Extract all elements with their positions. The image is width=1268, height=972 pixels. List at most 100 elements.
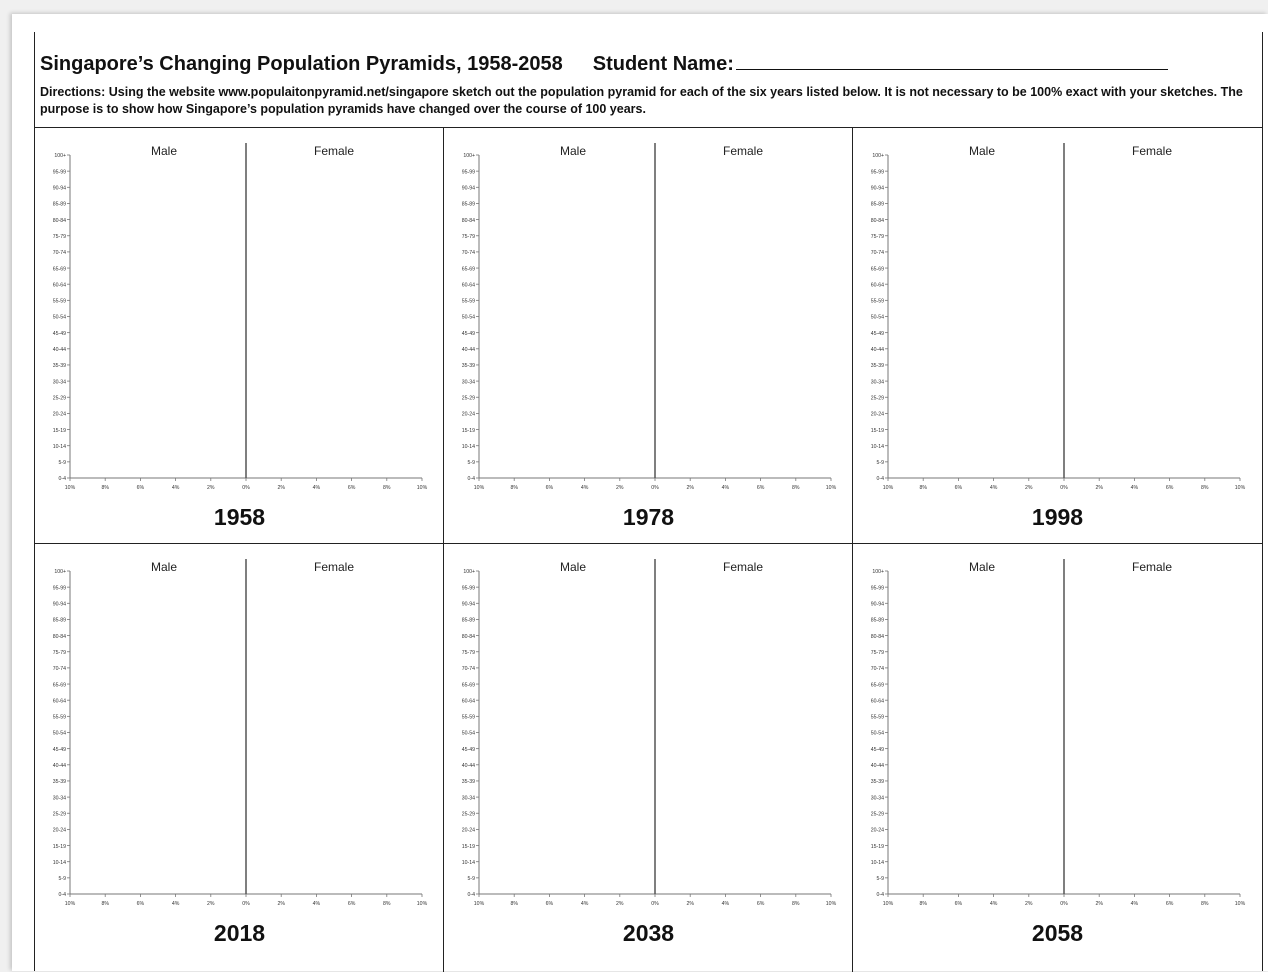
age-group-label: 40-44 [53,347,66,353]
male-label: Male [151,144,177,158]
age-group-label: 25-29 [53,395,66,401]
age-group-label: 65-69 [53,682,66,688]
age-group-label: 60-64 [871,282,884,288]
x-tick-label: 6% [955,901,963,907]
x-tick-label: 8% [101,485,109,491]
age-group-label: 10-14 [462,444,475,450]
age-group-label: 10-14 [871,860,884,866]
age-group-label: 35-39 [871,363,884,369]
male-label: Male [969,144,995,158]
age-group-label: 80-84 [462,634,475,640]
directions-text: Directions: Using the website www.popula… [40,85,1243,116]
age-group-label: 75-79 [871,650,884,656]
age-group-label: 40-44 [462,763,475,769]
age-group-label: 30-34 [462,795,475,801]
age-group-label: 70-74 [871,250,884,256]
x-tick-label: 10% [65,485,76,491]
age-group-label: 75-79 [871,234,884,240]
age-group-label: 95-99 [53,585,66,591]
pyramid-panel: 100+ 95-99 90-94 85-89 80-84 75-79 70-74 65-69 6… [444,128,853,544]
x-tick-label: 6% [1166,901,1174,907]
x-tick-label: 2% [616,485,624,491]
worksheet-page: Singapore’s Changing Population Pyramids… [12,14,1268,972]
x-tick-label: 4% [172,485,180,491]
x-tick-label: 8% [792,485,800,491]
x-tick-label: 10% [1235,901,1246,907]
age-group-label: 50-54 [462,731,475,737]
age-group-label: 45-49 [462,747,475,753]
male-label: Male [969,560,995,574]
age-group-label: 15-19 [871,844,884,850]
x-tick-label: 8% [792,901,800,907]
age-group-label: 0-4 [877,476,885,482]
male-label: Male [151,560,177,574]
female-label: Female [723,560,763,574]
age-group-label: 15-19 [53,428,66,434]
age-group-label: 55-59 [871,299,884,305]
age-group-label: 30-34 [53,379,66,385]
x-tick-label: 4% [581,485,589,491]
age-group-label: 25-29 [871,395,884,401]
age-group-label: 20-24 [871,412,884,418]
x-tick-label: 10% [474,901,485,907]
age-group-label: 5-9 [468,876,476,882]
age-group-label: 45-49 [53,331,66,337]
x-tick-label: 2% [1025,485,1033,491]
age-group-label: 65-69 [871,266,884,272]
age-group-label: 70-74 [462,666,475,672]
age-group-label: 45-49 [871,747,884,753]
age-group-label: 85-89 [462,202,475,208]
x-tick-label: 2% [1095,485,1103,491]
age-group-label: 5-9 [877,460,885,466]
x-tick-label: 4% [722,485,730,491]
age-group-label: 95-99 [871,585,884,591]
age-group-label: 95-99 [53,169,66,175]
age-group-label: 80-84 [53,634,66,640]
x-tick-label: 6% [757,901,765,907]
age-group-label: 30-34 [462,379,475,385]
age-group-label: 5-9 [59,876,67,882]
age-group-label: 20-24 [871,828,884,834]
x-tick-label: 10% [417,485,428,491]
age-group-label: 25-29 [871,811,884,817]
x-tick-label: 8% [101,901,109,907]
age-group-label: 50-54 [871,731,884,737]
x-tick-label: 6% [1166,485,1174,491]
age-group-label: 75-79 [462,650,475,656]
age-group-label: 100+ [872,153,884,159]
pyramid-grid: 100+ 95-99 90-94 85-89 80-84 75-79 70-74 65-69 6… [35,127,1262,972]
age-group-label: 35-39 [462,779,475,785]
pyramid-panel: 100+ 95-99 90-94 85-89 80-84 75-79 70-74 65-69 6… [35,128,444,544]
age-group-label: 5-9 [468,460,476,466]
x-tick-label: 4% [313,485,321,491]
year-label: 1958 [213,504,266,530]
x-tick-label: 6% [137,485,145,491]
year-label: 1998 [1031,504,1084,530]
age-group-label: 25-29 [462,395,475,401]
age-group-label: 60-64 [462,698,475,704]
age-group-label: 5-9 [877,876,885,882]
age-group-label: 65-69 [462,266,475,272]
x-tick-label: 2% [1095,901,1103,907]
age-group-label: 100+ [872,569,884,575]
age-group-label: 60-64 [462,282,475,288]
worksheet-title: Singapore’s Changing Population Pyramids… [40,53,563,75]
x-tick-label: 8% [510,901,518,907]
age-group-label: 20-24 [462,412,475,418]
age-group-label: 100+ [54,153,66,159]
title-row: Singapore’s Changing Population Pyramids… [40,51,1255,75]
age-group-label: 100+ [463,569,475,575]
x-tick-label: 10% [474,485,485,491]
age-group-label: 55-59 [462,299,475,305]
age-group-label: 90-94 [871,186,884,192]
age-group-label: 45-49 [871,331,884,337]
female-label: Female [314,560,354,574]
x-tick-label: 6% [348,485,356,491]
age-group-label: 35-39 [871,779,884,785]
age-group-label: 65-69 [871,682,884,688]
age-group-label: 80-84 [871,218,884,224]
female-label: Female [314,144,354,158]
x-tick-label: 4% [313,901,321,907]
age-group-label: 10-14 [53,444,66,450]
age-group-label: 40-44 [871,347,884,353]
